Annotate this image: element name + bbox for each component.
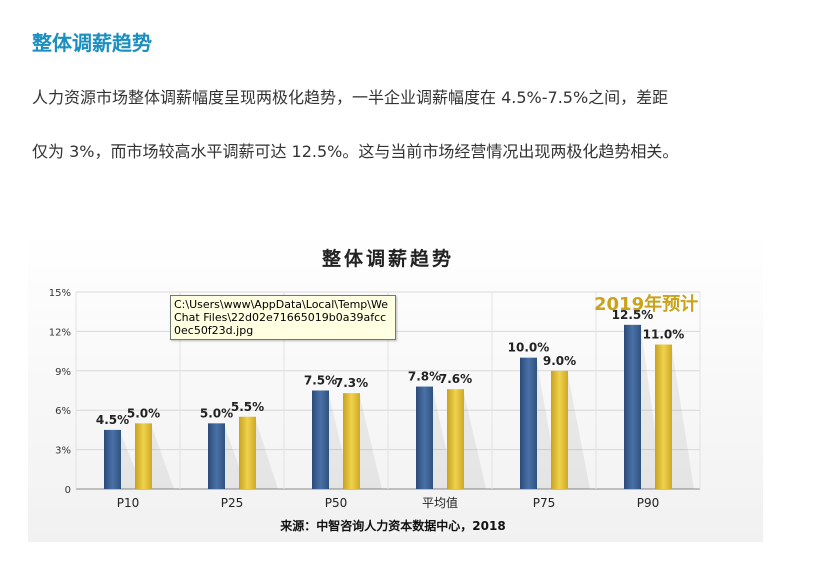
legend-label-2019: 2019年预计	[594, 293, 698, 315]
y-tick-label: 15%	[49, 288, 71, 299]
bar-2019-forecast	[447, 389, 464, 489]
y-tick-label: 6%	[55, 406, 71, 417]
data-label: 10.0%	[508, 341, 550, 355]
x-tick-label: 平均值	[422, 495, 458, 510]
bar-2019-forecast	[551, 370, 568, 489]
data-label: 5.5%	[231, 400, 264, 414]
bar-shadow	[225, 427, 247, 489]
paragraph-line-1: 人力资源市场整体调薪幅度呈现两极化趋势，一半企业调薪幅度在 4.5%-7.5%之…	[32, 88, 669, 107]
bar-2018	[104, 429, 121, 489]
bar-2019-forecast	[239, 416, 256, 489]
bar-shadow	[152, 427, 174, 489]
data-label: 7.5%	[304, 374, 337, 388]
bar-shadow	[464, 393, 486, 489]
bar-2019-forecast	[655, 344, 672, 489]
data-label: 12.5%	[612, 308, 654, 322]
bar-shadow	[672, 348, 694, 489]
salary-trend-chart: 03%6%9%12%15%4.5%5.0%P105.0%5.5%P257.5%7…	[28, 230, 763, 542]
x-tick-label: P75	[533, 496, 556, 510]
bar-2018	[208, 423, 225, 489]
y-tick-label: 12%	[49, 327, 71, 338]
y-tick-label: 9%	[55, 367, 71, 378]
bar-shadow	[568, 374, 590, 489]
y-tick-label: 0	[65, 485, 71, 496]
data-label: 7.8%	[408, 370, 441, 384]
bar-2018	[312, 390, 329, 489]
chart-source: 来源：中智咨询人力资本数据中心，2018	[279, 518, 505, 533]
file-path-tooltip: C:\Users\www\AppData\Local\Temp\WeChat F…	[170, 295, 396, 340]
x-tick-label: P10	[117, 496, 140, 510]
data-label: 9.0%	[543, 354, 576, 368]
data-label: 5.0%	[127, 406, 160, 420]
data-label: 7.6%	[439, 372, 472, 386]
y-tick-label: 3%	[55, 446, 71, 457]
data-label: 4.5%	[96, 413, 129, 427]
x-tick-label: P25	[221, 496, 244, 510]
data-label: 5.0%	[200, 406, 233, 420]
paragraph-line-2: 仅为 3%，而市场较高水平调薪可达 12.5%。这与当前市场经营情况出现两极化趋…	[32, 142, 679, 161]
bar-2019-forecast	[135, 423, 152, 489]
x-tick-label: P50	[325, 496, 348, 510]
chart-title: 整体调薪趋势	[322, 247, 454, 270]
bar-2018	[416, 386, 433, 489]
data-label: 11.0%	[643, 328, 685, 342]
bar-2018	[520, 357, 537, 489]
section-heading: 整体调薪趋势	[32, 31, 152, 55]
bar-2018	[624, 324, 641, 489]
chart-panel: 0 3% 6% 9% 12% 15% 4.5% 5.0% P10 5.0% 5.5% P25 7.5% 7…	[28, 230, 763, 542]
data-label: 7.3%	[335, 376, 368, 390]
bar-2019-forecast	[343, 393, 360, 489]
bar-shadow	[360, 397, 382, 489]
x-tick-label: P90	[637, 496, 660, 510]
